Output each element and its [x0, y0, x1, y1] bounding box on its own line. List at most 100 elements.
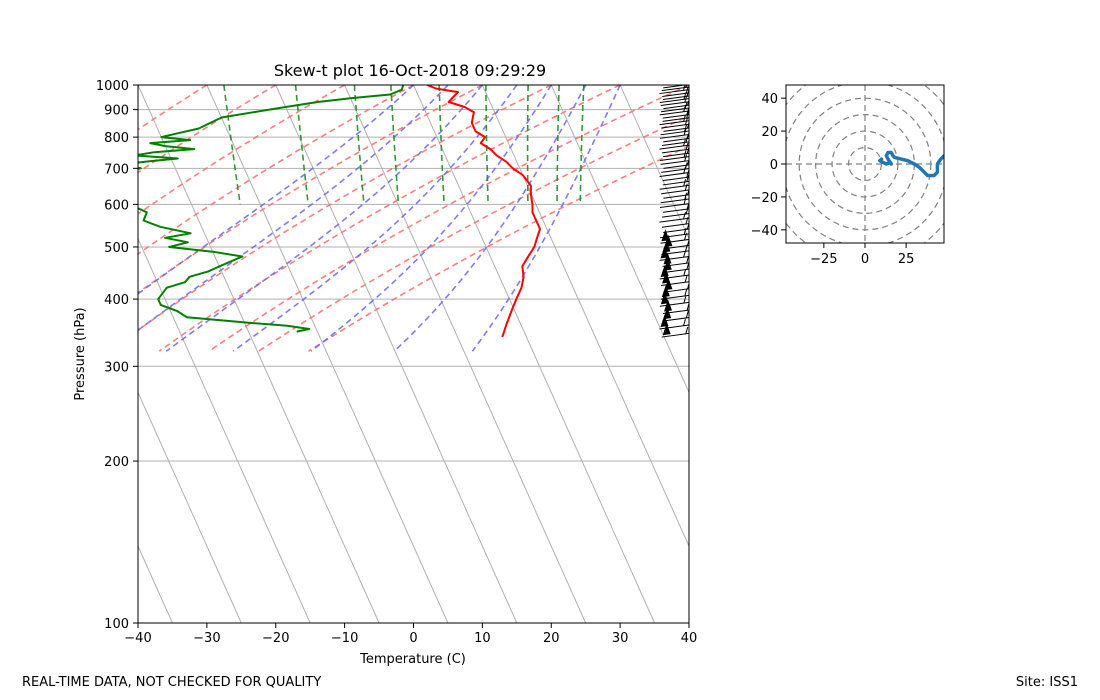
- wind-barb-staff: [662, 213, 689, 218]
- dry-adiabat-line: [158, 85, 621, 352]
- y-tick-label: 600: [104, 198, 129, 213]
- wind-barb-feather: [683, 104, 687, 113]
- wind-barb-feather: [691, 274, 693, 281]
- wind-barb-feather: [683, 179, 687, 187]
- wind-barb-feather: [683, 250, 687, 258]
- wind-barb-staff: [663, 288, 689, 293]
- hodograph-trace: [878, 150, 944, 178]
- skewt-y-ticks: 1000 900 800 700 600 500 400 300 200 100: [96, 79, 138, 632]
- wind-barb-staff: [660, 281, 689, 286]
- isotherm-line: [206, 85, 449, 623]
- wind-barb-feather: [692, 142, 694, 149]
- x-tick-label: 20: [543, 631, 560, 646]
- x-tick-label: −30: [193, 631, 220, 646]
- isobar-grid: [138, 85, 689, 623]
- wind-barb-feather: [693, 255, 695, 262]
- moist-adiabat-line: [138, 85, 415, 295]
- wind-barb-staff: [661, 141, 689, 146]
- wind-barb-feather: [690, 74, 692, 81]
- wind-barb-feather: [691, 244, 693, 251]
- moist-adiabat-line: [232, 85, 518, 352]
- hodograph-plot-area: [786, 85, 944, 243]
- wind-barb-feather: [692, 310, 694, 317]
- y-tick-label: 300: [104, 360, 129, 375]
- x-tick-label: 30: [612, 631, 629, 646]
- wind-barb-staff: [659, 172, 689, 177]
- wind-barb-staff: [663, 152, 689, 158]
- wind-barb-feather: [683, 92, 687, 100]
- wind-barb-staff: [662, 117, 689, 122]
- wind-barb-staff: [659, 255, 689, 261]
- skewt-x-axis-label: Temperature (C): [359, 652, 466, 667]
- wind-barb-staff: [661, 189, 689, 195]
- wind-barb-feather: [693, 120, 695, 127]
- wind-barb-staff: [663, 104, 689, 110]
- wind-barb-staff: [659, 324, 689, 330]
- isotherm-line: [413, 85, 656, 623]
- y-tick-label: 100: [104, 617, 129, 632]
- wind-barb-feather: [693, 98, 695, 105]
- dewpoint-profile-line: [138, 85, 405, 333]
- wind-barb-pennant: [663, 258, 672, 271]
- isotherm-line: [0, 85, 35, 623]
- x-tick-label: 10: [474, 631, 491, 646]
- isotherm-line: [0, 85, 104, 623]
- wind-barb-staff: [663, 228, 689, 233]
- wind-barb-feather: [691, 183, 693, 190]
- hodo-x-tick-label: 25: [898, 252, 915, 267]
- wind-barb-feather: [683, 227, 687, 235]
- isotherm-line: [138, 85, 380, 623]
- site-label: Site: ISS1: [1016, 675, 1078, 690]
- wind-barb-staff: [659, 120, 689, 126]
- wind-barb-feather: [690, 178, 692, 185]
- wind-barb-feather: [690, 124, 692, 131]
- wind-barb-feather: [691, 95, 693, 102]
- hodograph-ring: [786, 85, 944, 243]
- isotherm-line: [344, 85, 587, 623]
- wind-barb-staff: [663, 137, 689, 143]
- wind-barb-feather: [685, 142, 689, 150]
- isotherm-line: [138, 237, 311, 623]
- x-tick-label: 40: [681, 631, 698, 646]
- hodo-x-tick-label: 0: [861, 252, 869, 267]
- skewt-frame: [137, 84, 690, 624]
- wind-barb-feather: [684, 117, 688, 126]
- moist-adiabat-line: [393, 85, 587, 352]
- wind-barb-feather: [693, 170, 695, 177]
- wind-barb-staff: [662, 92, 689, 97]
- wind-barb-feather: [684, 288, 688, 297]
- sounding-profiles: [138, 85, 541, 338]
- wind-barb-feather: [684, 183, 688, 191]
- hodo-y-tick-label: 40: [761, 92, 778, 107]
- wind-barb-feather: [688, 89, 689, 90]
- mixing-ratio-line: [294, 85, 309, 205]
- wind-barb-feather: [686, 170, 689, 178]
- mixing-ratio-line: [390, 85, 400, 205]
- wind-barb-feather: [693, 88, 695, 95]
- wind-barb-feather: [684, 192, 688, 200]
- wind-barb-feather: [683, 124, 687, 132]
- wind-barb-feather: [691, 101, 693, 108]
- wind-barb-staff: [660, 101, 689, 106]
- hodograph-y-ticks: 40 20 0 −20 −40: [751, 92, 786, 239]
- wind-barb-feather: [686, 188, 689, 196]
- wind-barb-feather: [693, 238, 695, 245]
- wind-barb-staff: [659, 98, 689, 103]
- moist-adiabat-line: [471, 85, 621, 352]
- wind-barb-feather: [683, 128, 687, 136]
- wind-barb-staff: [661, 148, 689, 154]
- mixing-ratio-line: [485, 85, 489, 205]
- moist-adiabat-line: [310, 85, 552, 352]
- wind-barb-feather: [693, 157, 695, 164]
- hodo-x-tick-label: −25: [810, 252, 837, 267]
- wind-barb-feather: [690, 91, 692, 98]
- skewt-y-axis-label: Pressure (hPa): [73, 307, 88, 400]
- y-tick-label: 1000: [96, 79, 129, 94]
- wind-barb-feather: [693, 281, 695, 288]
- isotherm-line: [619, 85, 689, 240]
- wind-barb-staff: [661, 123, 689, 129]
- wind-barb-staff: [662, 180, 689, 186]
- wind-barb-feather: [692, 206, 694, 213]
- dry-adiabats: [138, 85, 689, 352]
